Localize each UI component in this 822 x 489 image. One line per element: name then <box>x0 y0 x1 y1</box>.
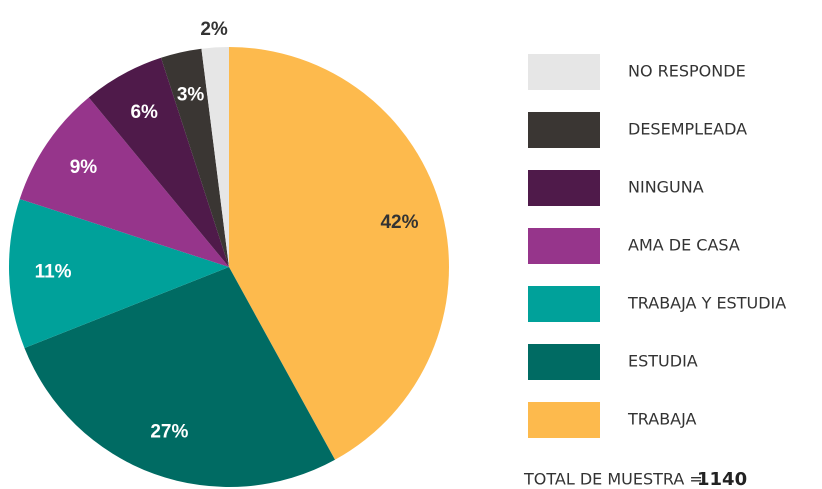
legend-swatch <box>528 344 600 380</box>
legend-swatch <box>528 286 600 322</box>
total-label: TOTAL DE MUESTRA = <box>523 470 703 489</box>
slice-label: 11% <box>35 262 72 283</box>
pie-slice <box>229 47 449 460</box>
legend-label: DESEMPLEADA <box>628 120 747 139</box>
pie-slice <box>88 57 229 268</box>
slice-label: 6% <box>130 102 158 123</box>
legend-label: ESTUDIA <box>628 352 698 371</box>
pie-slice <box>19 97 230 267</box>
slice-label: 2% <box>200 19 228 40</box>
legend-swatch <box>528 228 600 264</box>
legend-swatch <box>528 402 600 438</box>
total-value: 1140 <box>697 469 747 489</box>
legend-label: AMA DE CASA <box>628 236 740 255</box>
legend-swatch <box>528 112 600 148</box>
pie-slice <box>24 267 335 488</box>
legend-label: NINGUNA <box>628 178 704 197</box>
legend-swatch <box>528 170 600 206</box>
legend-label: TRABAJA Y ESTUDIA <box>627 294 786 313</box>
slice-label: 9% <box>70 157 98 178</box>
pie-slice <box>201 47 229 267</box>
pie-slice <box>8 199 229 348</box>
legend-label: NO RESPONDE <box>628 62 746 81</box>
legend-swatch <box>528 54 600 90</box>
legend-label: TRABAJA <box>627 410 697 429</box>
slice-label: 42% <box>380 212 418 233</box>
slice-label: 3% <box>177 84 205 105</box>
pie-slice <box>161 48 229 267</box>
slice-label: 27% <box>150 422 188 443</box>
